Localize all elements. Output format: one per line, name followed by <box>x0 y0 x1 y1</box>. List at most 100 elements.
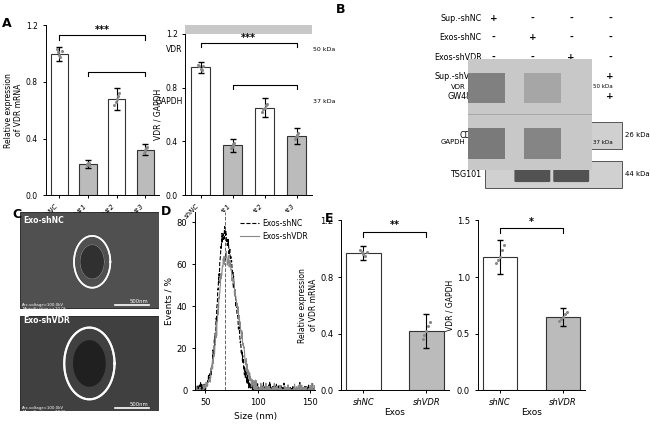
Text: -: - <box>491 33 495 42</box>
Point <box>290 135 300 142</box>
Text: -: - <box>608 53 612 62</box>
Exos-shNC <box>290 388 298 393</box>
Point <box>227 142 238 149</box>
Bar <box>409 331 444 390</box>
Point <box>419 332 430 338</box>
Point <box>499 242 509 249</box>
Point <box>141 145 151 152</box>
Text: *: * <box>529 217 534 227</box>
Text: -: - <box>491 53 495 62</box>
Point <box>261 102 271 109</box>
FancyBboxPatch shape <box>514 167 551 182</box>
Point <box>229 139 239 146</box>
Text: 500nm: 500nm <box>129 298 148 304</box>
FancyBboxPatch shape <box>553 167 589 182</box>
Point <box>83 162 94 169</box>
Bar <box>484 161 622 188</box>
Point <box>142 144 152 151</box>
Exos-shVDR <box>290 386 298 391</box>
Exos-shNC <box>309 388 317 393</box>
Point <box>358 251 369 258</box>
Text: +: + <box>489 14 497 23</box>
Text: VDR: VDR <box>166 45 183 54</box>
Text: -: - <box>569 14 573 23</box>
Text: GAPDH: GAPDH <box>155 97 183 106</box>
Point <box>293 130 304 137</box>
Text: -: - <box>530 72 534 81</box>
Text: -: - <box>491 72 495 81</box>
Y-axis label: Relative expression
of VDR mRNA: Relative expression of VDR mRNA <box>3 73 23 148</box>
Bar <box>137 150 154 195</box>
Bar <box>482 257 517 390</box>
Point <box>493 257 503 263</box>
Text: -: - <box>608 14 612 23</box>
Point <box>362 248 372 255</box>
Text: 37 kDa: 37 kDa <box>593 139 612 145</box>
FancyBboxPatch shape <box>553 128 589 143</box>
Point <box>356 248 367 255</box>
Text: +: + <box>528 33 536 42</box>
Legend: Exos-shNC, Exos-shVDR: Exos-shNC, Exos-shVDR <box>237 216 311 244</box>
Text: Exos-shNC: Exos-shNC <box>439 33 482 42</box>
Text: -: - <box>530 92 534 101</box>
Text: B: B <box>336 3 346 16</box>
Text: -: - <box>530 14 534 23</box>
Bar <box>287 136 306 195</box>
Text: Exos-shVDR: Exos-shVDR <box>434 53 482 62</box>
Point <box>360 252 370 259</box>
Text: GAPDH: GAPDH <box>441 139 465 145</box>
Exos-shVDR <box>192 388 200 393</box>
Text: Exo-shNC: Exo-shNC <box>23 216 64 225</box>
Point <box>291 133 302 139</box>
Bar <box>468 73 505 103</box>
Point <box>193 61 203 68</box>
Point <box>54 52 64 59</box>
Text: Sup.-shNC: Sup.-shNC <box>440 14 482 23</box>
Bar <box>51 54 68 195</box>
Bar <box>545 317 580 390</box>
Point <box>258 106 268 112</box>
Point <box>262 100 272 107</box>
Bar <box>251 89 274 117</box>
Point <box>558 313 568 320</box>
Point <box>196 65 206 72</box>
Exos-shVDR <box>249 377 257 382</box>
Bar <box>279 36 302 66</box>
Text: +: + <box>567 53 575 62</box>
Point <box>55 53 66 60</box>
Text: +: + <box>489 92 497 101</box>
Bar <box>524 73 560 103</box>
Text: 50 kDa: 50 kDa <box>313 47 335 52</box>
Bar <box>255 108 274 195</box>
Text: -: - <box>569 92 573 101</box>
Point <box>562 309 572 315</box>
Point <box>112 93 123 100</box>
Text: Exo-shVDR: Exo-shVDR <box>23 315 70 325</box>
Exos-shVDR <box>311 385 319 391</box>
Exos-shNC <box>250 388 257 393</box>
Point <box>197 67 207 74</box>
Point <box>81 162 92 169</box>
Text: Acc.voltage=100.0kV
Magnification=×20.0k: Acc.voltage=100.0kV Magnification=×20.0k <box>22 406 66 414</box>
Exos-shVDR <box>309 387 317 392</box>
Point <box>560 311 570 318</box>
Text: Sup.-shVDR: Sup.-shVDR <box>435 72 482 81</box>
Point <box>291 134 301 141</box>
Point <box>554 318 564 324</box>
Exos-shNC <box>263 385 271 390</box>
X-axis label: Size (nm): Size (nm) <box>233 412 277 421</box>
Exos-shVDR <box>191 383 199 388</box>
Bar <box>279 89 302 117</box>
Text: 500nm: 500nm <box>129 402 148 407</box>
Bar <box>108 99 125 195</box>
Text: 26 kDa: 26 kDa <box>625 132 650 138</box>
Text: GW4869: GW4869 <box>447 92 482 101</box>
Point <box>109 101 120 108</box>
Text: ***: *** <box>241 33 256 43</box>
Text: E: E <box>325 212 333 225</box>
Point <box>556 315 566 322</box>
Text: 50 kDa: 50 kDa <box>593 84 612 89</box>
Exos-shVDR <box>263 386 271 391</box>
FancyBboxPatch shape <box>514 128 551 143</box>
Y-axis label: VDR / GAPDH: VDR / GAPDH <box>445 280 454 331</box>
